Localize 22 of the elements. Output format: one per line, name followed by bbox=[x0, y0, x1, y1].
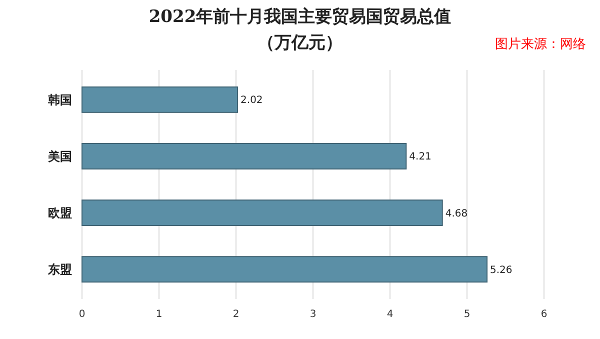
chart-subtitle: （万亿元） bbox=[258, 33, 342, 53]
x-tick-label: 3 bbox=[310, 309, 316, 320]
x-tick-label: 5 bbox=[464, 309, 470, 320]
text: 图片来源：网络 bbox=[495, 37, 586, 52]
data-label: 2.02 bbox=[240, 95, 263, 106]
y-tick-label: 欧盟 bbox=[48, 206, 72, 220]
bar bbox=[82, 256, 488, 283]
data-label: 4.68 bbox=[445, 208, 468, 220]
data-label: 4.21 bbox=[409, 152, 432, 163]
bar bbox=[82, 200, 443, 226]
x-tick-label: 4 bbox=[386, 309, 394, 320]
chart-title: 2022年前十月我国主要贸易国贸易总值 bbox=[148, 7, 452, 27]
y-tick-label: 东盟 bbox=[47, 262, 72, 277]
x-tick-label: 6 bbox=[540, 309, 548, 320]
bar bbox=[82, 143, 407, 170]
x-tick-label: 1 bbox=[156, 309, 162, 320]
x-tick-label: 2 bbox=[232, 309, 240, 320]
y-tick-label: 韩国 bbox=[47, 92, 72, 107]
bar bbox=[82, 86, 238, 113]
data-label: 5.26 bbox=[490, 264, 512, 276]
x-tick-label: 0 bbox=[78, 309, 86, 320]
y-tick-label: 美国 bbox=[47, 149, 72, 164]
